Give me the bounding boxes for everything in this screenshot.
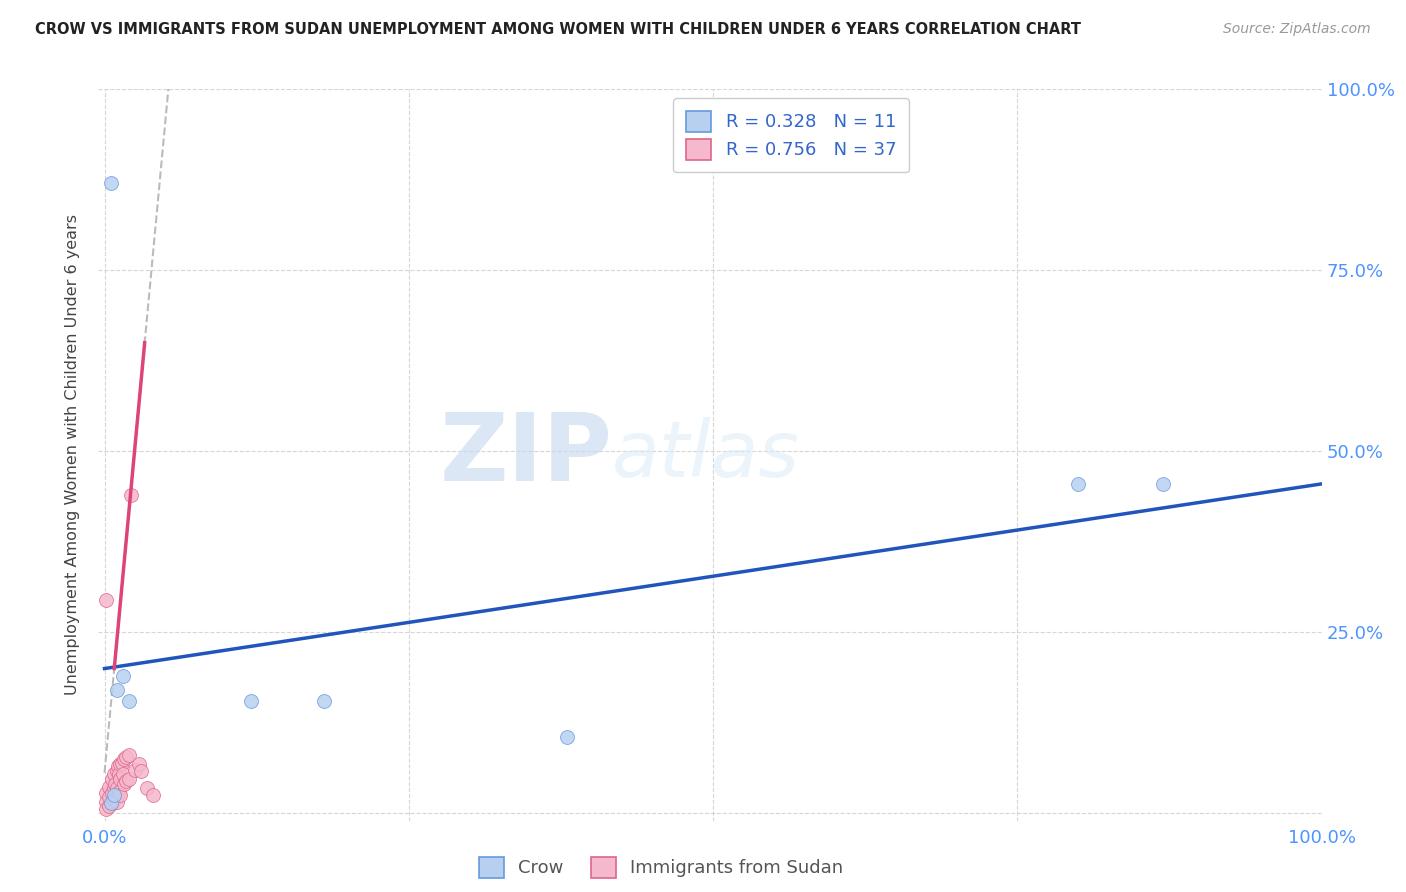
Point [94, 795, 117, 809]
Point [110, 789, 132, 803]
Point [108, 785, 131, 799]
Point [103, 793, 125, 807]
Point [103, 789, 125, 803]
Point [108, 766, 131, 780]
Point [1152, 476, 1174, 491]
Text: atlas: atlas [612, 417, 800, 493]
Point [105, 780, 128, 795]
Point [110, 772, 132, 786]
Point [104, 777, 127, 791]
Point [110, 756, 132, 770]
Point [94, 786, 117, 800]
Point [100, 177, 122, 191]
Point [94, 592, 117, 607]
Point [94, 802, 117, 816]
Point [101, 796, 124, 810]
Point [100, 796, 122, 810]
Point [98, 780, 121, 795]
Legend: Crow, Immigrants from Sudan: Crow, Immigrants from Sudan [471, 849, 851, 885]
Text: Source: ZipAtlas.com: Source: ZipAtlas.com [1223, 22, 1371, 37]
Y-axis label: Unemployment Among Women with Children Under 6 years: Unemployment Among Women with Children U… [65, 214, 80, 696]
Point [118, 772, 141, 786]
Point [115, 750, 138, 764]
Point [98, 799, 121, 814]
Point [111, 766, 134, 780]
Point [101, 772, 124, 786]
Point [136, 780, 159, 795]
Point [239, 694, 262, 708]
Point [111, 669, 134, 683]
Point [105, 683, 128, 698]
Point [107, 759, 129, 773]
Point [129, 764, 152, 779]
Point [103, 766, 125, 780]
Text: ZIP: ZIP [439, 409, 612, 501]
Point [124, 763, 146, 777]
Point [112, 752, 135, 766]
Text: CROW VS IMMIGRANTS FROM SUDAN UNEMPLOYMENT AMONG WOMEN WITH CHILDREN UNDER 6 YEA: CROW VS IMMIGRANTS FROM SUDAN UNEMPLOYME… [35, 22, 1081, 37]
Point [115, 773, 138, 788]
Point [555, 731, 578, 745]
Point [142, 789, 165, 803]
Point [103, 780, 125, 795]
Point [312, 694, 335, 708]
Point [98, 790, 121, 805]
Point [105, 764, 128, 779]
Point [105, 795, 128, 809]
Point [128, 757, 150, 772]
Point [101, 786, 124, 800]
Point [1067, 476, 1090, 491]
Point [110, 757, 132, 772]
Point [118, 694, 141, 708]
Point [118, 748, 141, 763]
Point [120, 488, 142, 502]
Point [112, 777, 135, 791]
